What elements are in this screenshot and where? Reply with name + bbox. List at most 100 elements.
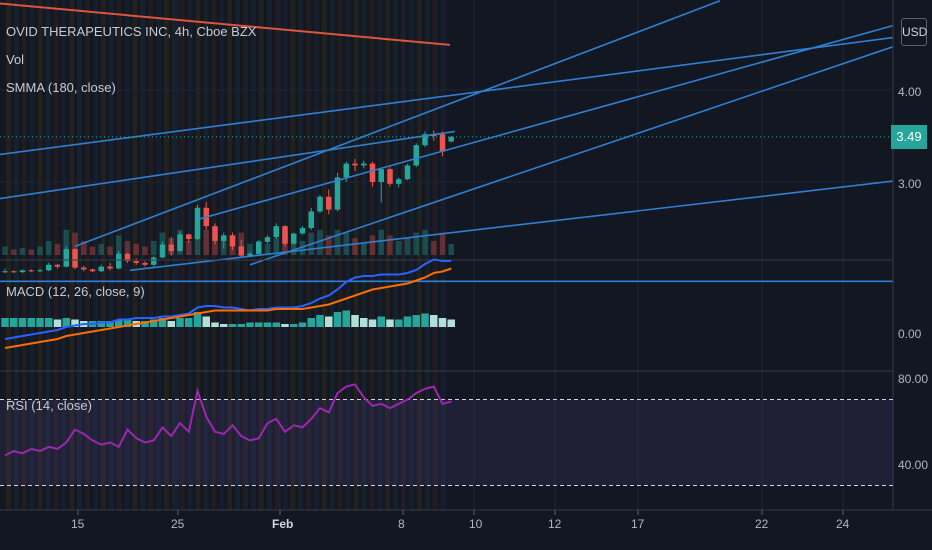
time-label-17: 17 [631, 517, 645, 531]
volume-bar [387, 235, 393, 255]
volume-bar [352, 238, 358, 255]
candle-body [448, 136, 454, 142]
macd-zero-label: 0.00 [898, 327, 922, 341]
session-band [322, 0, 327, 510]
volume-bar [116, 235, 122, 255]
rsi-legend[interactable]: RSI (14, close) [6, 398, 92, 413]
candle-body [387, 169, 393, 184]
macd-hist-bar [298, 322, 307, 327]
session-band [21, 0, 27, 510]
volume-bar [326, 235, 332, 255]
macd-hist-bar [281, 324, 289, 327]
candle-body [37, 270, 43, 272]
session-band [416, 0, 422, 510]
candle-body [221, 235, 227, 241]
volume-bar [81, 241, 87, 255]
macd-hist-bar [228, 324, 237, 327]
macd-hist-bar [237, 324, 245, 327]
session-band [243, 0, 248, 510]
trendline [249, 46, 894, 266]
volume-bar [212, 235, 218, 255]
smma-legend[interactable]: SMMA (180, close) [6, 80, 116, 95]
session-band [13, 0, 19, 510]
macd-hist-bar [106, 321, 114, 327]
smma-line [0, 2, 451, 46]
candle-body [422, 134, 428, 146]
macd-hist-bar [377, 316, 385, 327]
volume-bar [396, 241, 402, 255]
time-label-10: 10 [469, 517, 483, 531]
macd-hist-bar [36, 318, 44, 327]
session-band [211, 0, 217, 510]
candle-body [81, 267, 87, 270]
session-band [314, 0, 320, 510]
time-label-feb: Feb [272, 517, 294, 531]
session-band [171, 0, 177, 510]
volume-bar [378, 229, 384, 255]
time-label-15: 15 [71, 517, 85, 531]
last-price-badge: 3.49 [891, 125, 927, 149]
candle-body [369, 163, 376, 182]
candle-body [238, 246, 244, 256]
macd-legend[interactable]: MACD (12, 26, close, 9) [6, 284, 145, 299]
volume-legend[interactable]: Vol [6, 52, 25, 67]
rsi-band [0, 399, 893, 486]
volume-bar [299, 241, 306, 255]
volume-bar [11, 249, 17, 255]
volume-bar [448, 243, 454, 255]
rsi-label-40: 40.00 [898, 458, 929, 472]
session-band [148, 0, 154, 510]
candle-body [151, 257, 157, 265]
volume-bar [2, 246, 8, 255]
candle-body [299, 228, 306, 234]
volume-bar [439, 232, 446, 255]
volume-bar [72, 232, 78, 255]
price-label-4: 4.00 [898, 85, 922, 99]
macd-hist-bar [202, 316, 210, 327]
volume-bar [203, 229, 209, 255]
session-band [440, 0, 446, 510]
volume-bar [291, 241, 297, 255]
candle-body [186, 234, 192, 240]
symbol-title[interactable]: OVID THERAPEUTICS INC, 4h, Cboe BZX [6, 24, 257, 39]
candle-body [439, 134, 446, 152]
macd-hist-bar [53, 319, 62, 327]
volume-bar [63, 229, 69, 255]
session-band [298, 0, 304, 510]
session-band [45, 0, 51, 510]
time-axis-ticks [77, 510, 844, 515]
macd-hist-bar [351, 315, 359, 327]
session-band [164, 0, 169, 510]
macd-hist-bar [10, 318, 18, 327]
macd-hist-bar [45, 318, 53, 327]
rsi-line [4, 383, 452, 457]
volume-bar [343, 232, 349, 255]
macd-hist-bar [18, 318, 27, 327]
session-band [329, 0, 335, 510]
candle-body [326, 196, 332, 210]
candle-body [63, 249, 69, 267]
volume-bar [264, 243, 271, 255]
time-label-24: 24 [836, 517, 850, 531]
candle-body [107, 266, 113, 269]
macd-line [4, 258, 452, 340]
session-band [203, 0, 209, 510]
macd-hist-bar [176, 318, 184, 327]
currency-button[interactable]: USD [901, 18, 927, 46]
session-band [37, 0, 43, 510]
trendlines[interactable] [0, 0, 894, 283]
volume-bar [124, 241, 131, 255]
candle-body [264, 237, 271, 242]
session-band [369, 0, 375, 510]
macd-hist-bar [167, 321, 175, 327]
session-band [282, 0, 288, 510]
session-band [85, 0, 90, 510]
volume-bar [317, 229, 323, 255]
session-band [306, 0, 312, 510]
candle-body [282, 226, 288, 244]
candle-body [273, 226, 279, 238]
time-label-25: 25 [171, 517, 185, 531]
session-band [92, 0, 98, 510]
session-band [195, 0, 201, 510]
